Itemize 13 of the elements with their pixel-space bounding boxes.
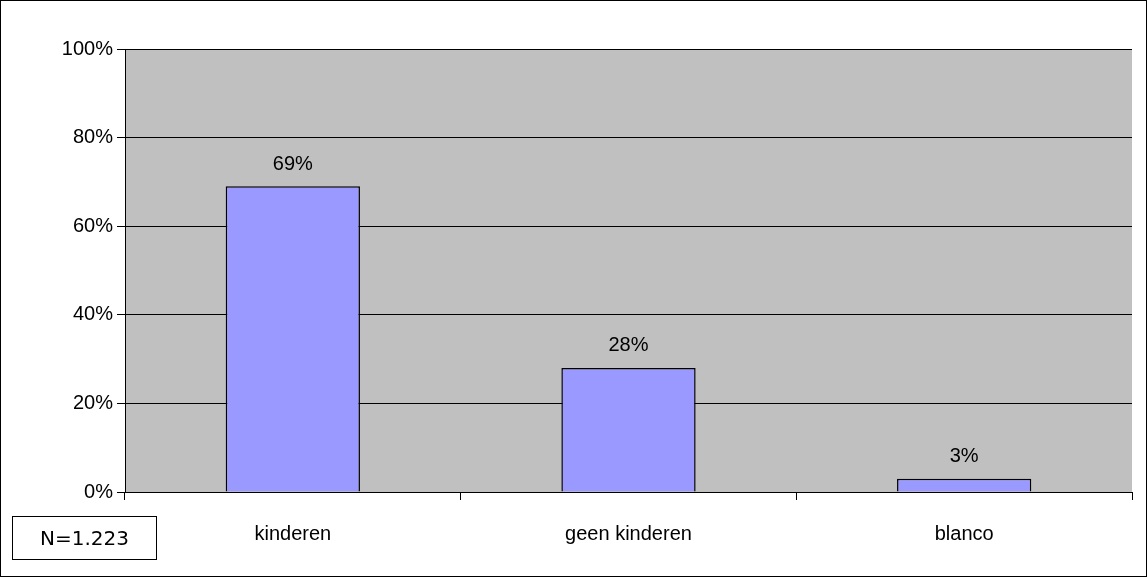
- y-tick-label: 80%: [72, 125, 114, 148]
- text: N=1.223: [12, 516, 157, 560]
- y-tick-label: 100%: [61, 36, 114, 59]
- y-tick-label: 60%: [72, 213, 114, 236]
- y-tick-label: 20%: [72, 390, 114, 413]
- data-label: 3%: [949, 444, 979, 467]
- x-tick-label: kinderen: [254, 521, 332, 544]
- data-label: 28%: [608, 333, 649, 356]
- y-tick-label: 0%: [84, 479, 114, 502]
- data-label: 69%: [272, 151, 314, 174]
- x-tick-label: geen kinderen: [565, 521, 692, 544]
- x-tick-label: blanco: [934, 521, 994, 544]
- y-tick-label: 40%: [72, 302, 114, 325]
